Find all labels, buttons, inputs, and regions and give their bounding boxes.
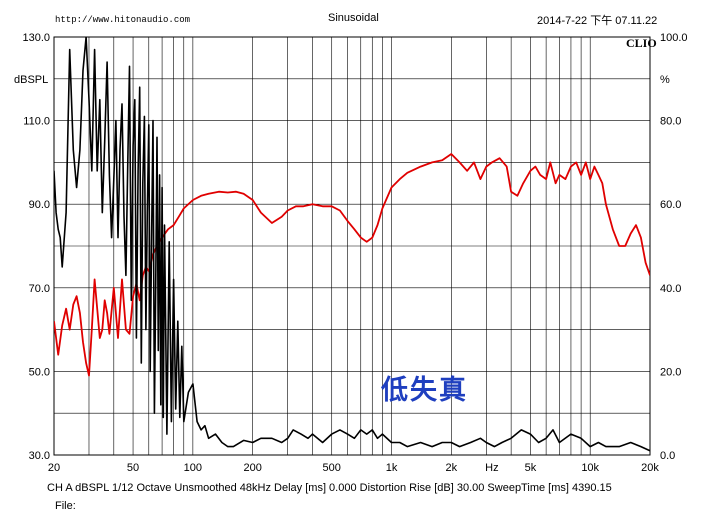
x-tick-label: 5k	[525, 462, 537, 474]
y-tick-label: 110.0	[23, 116, 50, 128]
y2-tick-label: 20.0	[660, 366, 681, 378]
header-url: http://www.hitonaudio.com	[55, 15, 191, 25]
y-tick-label: 50.0	[29, 366, 50, 378]
x-tick-label: 50	[127, 462, 139, 474]
measurement-settings: CH A dBSPL 1/12 Octave Unsmoothed 48kHz …	[47, 482, 612, 494]
file-label: File:	[55, 500, 76, 512]
y2-tick-label: 40.0	[660, 283, 681, 295]
x-tick-label: 200	[243, 462, 261, 474]
x-tick-label: Hz	[485, 462, 498, 474]
x-tick-label: 20	[48, 462, 60, 474]
y2-tick-label: 0.0	[660, 450, 675, 462]
header-timestamp: 2014-7-22 下午 07.11.22	[537, 15, 658, 27]
distortion-line	[54, 37, 650, 452]
plot-frame	[53, 36, 651, 456]
x-tick-label: 100	[184, 462, 202, 474]
y2-tick-label: 60.0	[660, 199, 681, 211]
y-tick-label: 90.0	[29, 199, 50, 211]
y-axis-label: dBSPL	[14, 74, 48, 86]
x-tick-label: 2k	[446, 462, 458, 474]
x-tick-label: 20k	[641, 462, 659, 474]
x-tick-label: 10k	[581, 462, 599, 474]
y-tick-label: 130.0	[22, 32, 50, 44]
clio-logo: CLIO	[626, 36, 657, 50]
y2-axis-label: %	[660, 74, 670, 86]
y2-tick-label: 100.0	[660, 32, 688, 44]
frequency-response-line	[54, 153, 650, 377]
y-tick-label: 70.0	[29, 283, 50, 295]
y2-tick-label: 80.0	[660, 116, 681, 128]
annotation-label: 低失真	[381, 375, 468, 405]
x-tick-label: 1k	[386, 462, 398, 474]
y-tick-label: 30.0	[29, 450, 50, 462]
chart-title: Sinusoidal	[328, 12, 379, 24]
x-tick-label: 500	[323, 462, 341, 474]
